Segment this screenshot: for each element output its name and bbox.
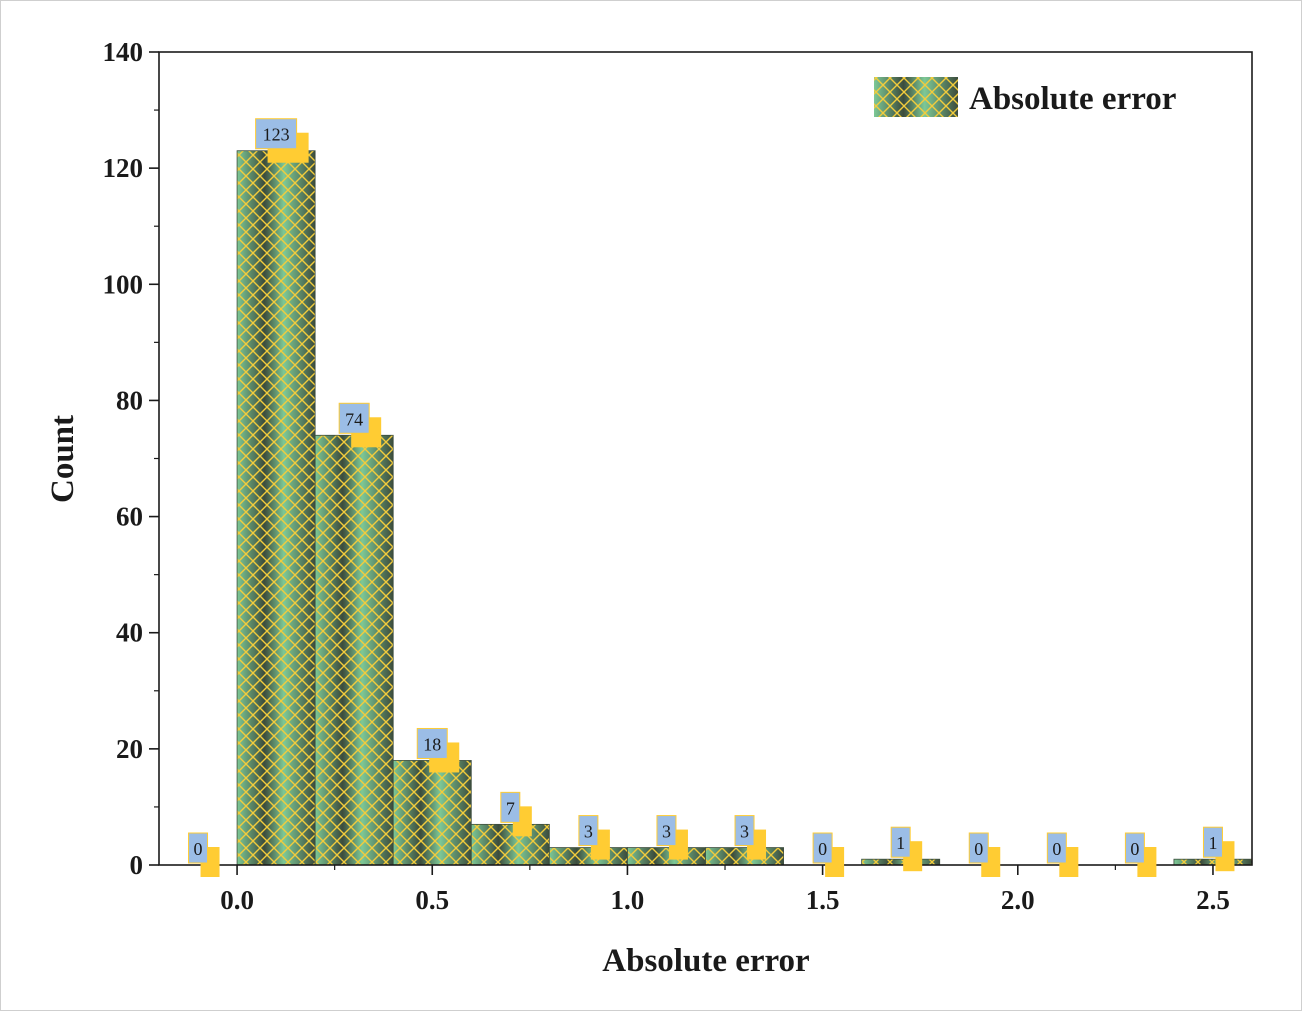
data-label-text: 18 [423,734,441,754]
data-label: 0 [812,832,845,877]
histogram-bar [705,847,784,866]
data-label: 3 [578,815,610,860]
data-label: 0 [968,832,1001,877]
x-tick-label: 0.5 [415,885,449,915]
histogram-bar [236,150,316,866]
x-tick-label: 2.5 [1196,885,1230,915]
x-axis-title: Absolute error [602,943,809,979]
y-tick-label: 40 [116,618,143,648]
data-label-text: 123 [263,125,290,145]
y-tick-label: 0 [130,850,144,880]
x-tick-label: 0.0 [220,885,254,915]
data-label-text: 0 [1052,839,1061,859]
y-tick-label: 100 [103,269,144,299]
data-label: 7 [500,791,532,837]
data-label-text: 3 [740,822,749,842]
data-label: 3 [734,815,767,860]
data-label-text: 74 [345,409,363,429]
data-label: 74 [338,402,382,448]
data-labels-group: 0 123 74 18 7 3 3 3 0 1 0 0 0 1 [188,118,1235,877]
data-label-text: 1 [896,833,905,853]
x-tick-label: 1.5 [806,885,840,915]
data-label: 0 [188,832,220,877]
data-label: 123 [255,118,309,163]
y-tick-label: 60 [116,502,143,532]
y-tick-label: 140 [103,37,144,67]
histogram-bar [392,760,472,866]
legend-swatch-hatch [874,77,958,117]
data-label-text: 3 [584,822,593,842]
data-label: 0 [1046,832,1079,877]
data-label-text: 0 [1130,839,1139,859]
y-axis-title: Count [45,415,81,503]
data-label-text: 1 [1208,833,1217,853]
legend: Absolute error [874,77,1176,117]
x-tick-label: 2.0 [1001,885,1035,915]
data-label-text: 0 [194,839,203,859]
data-label-text: 0 [974,839,983,859]
data-label-text: 3 [662,822,671,842]
y-tick-label: 120 [103,153,144,183]
histogram-bar [314,434,394,866]
histogram-bar [861,858,941,866]
data-label: 0 [1124,832,1157,877]
y-tick-label: 20 [116,734,143,764]
x-tick-label: 1.0 [611,885,645,915]
data-label: 18 [416,727,460,773]
data-label: 1 [1202,826,1235,872]
data-label: 3 [656,815,688,860]
bars-group [236,150,1253,866]
data-label-text: 7 [506,798,515,818]
histogram-bar [470,823,550,866]
y-tick-label: 80 [116,385,143,415]
data-label-text: 0 [818,839,827,859]
histogram-bar [548,847,628,866]
histogram-bar [627,847,706,866]
histogram-bar [1173,858,1253,866]
legend-label: Absolute error [969,81,1176,117]
data-label: 1 [890,826,923,872]
